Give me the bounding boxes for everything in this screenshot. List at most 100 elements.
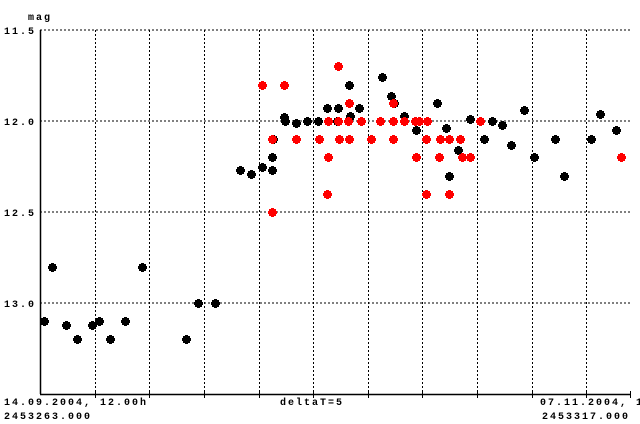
point-cross-v	[197, 299, 200, 308]
data-points	[40, 62, 626, 344]
data-point	[292, 135, 301, 144]
point-cross-v	[348, 99, 351, 108]
data-point	[415, 117, 424, 126]
data-point	[456, 135, 465, 144]
data-point	[560, 172, 569, 181]
point-cross-v	[599, 110, 602, 119]
x-end-date-label: 07.11.2004, 1	[540, 398, 640, 409]
point-cross-v	[425, 135, 428, 144]
point-cross-v	[379, 117, 382, 126]
data-point	[345, 99, 354, 108]
point-cross-v	[261, 81, 264, 90]
point-cross-v	[76, 335, 79, 344]
y-tick-label: 11.5	[4, 27, 36, 38]
data-point	[211, 299, 220, 308]
point-cross-v	[271, 208, 274, 217]
data-point	[400, 117, 409, 126]
grid	[40, 29, 632, 394]
point-cross-v	[491, 117, 494, 126]
point-cross-v	[461, 153, 464, 162]
point-cross-v	[141, 263, 144, 272]
data-point	[345, 81, 354, 90]
point-cross-v	[426, 117, 429, 126]
point-cross-v	[271, 166, 274, 175]
data-point	[422, 190, 431, 199]
data-point	[258, 81, 267, 90]
point-cross-v	[327, 117, 330, 126]
x-end-jd-label: 2453317.000	[542, 412, 630, 423]
data-point	[376, 117, 385, 126]
x-start-jd-label: 2453263.000	[4, 412, 92, 423]
data-point	[88, 321, 97, 330]
data-point	[138, 263, 147, 272]
data-point	[335, 135, 344, 144]
axes	[39, 30, 631, 398]
data-point	[412, 126, 421, 135]
point-cross-v	[98, 317, 101, 326]
data-point	[389, 99, 398, 108]
data-point	[323, 190, 332, 199]
point-cross-v	[306, 117, 309, 126]
point-cross-v	[271, 153, 274, 162]
data-point	[268, 166, 277, 175]
point-cross-v	[327, 153, 330, 162]
data-point	[389, 117, 398, 126]
data-point	[355, 104, 364, 113]
data-point	[378, 73, 387, 82]
data-point	[334, 104, 343, 113]
data-point	[292, 119, 301, 128]
point-cross-v	[439, 135, 442, 144]
point-cross-v	[403, 112, 406, 121]
point-cross-v	[295, 119, 298, 128]
data-point	[323, 104, 332, 113]
data-point	[344, 117, 353, 126]
point-cross-v	[501, 121, 504, 130]
point-cross-v	[615, 126, 618, 135]
data-point	[48, 263, 57, 272]
data-point	[435, 153, 444, 162]
point-cross-v	[523, 106, 526, 115]
point-cross-v	[370, 135, 373, 144]
point-cross-v	[459, 135, 462, 144]
y-tick-labels: 11.5 12.0 12.5 13.0	[4, 27, 36, 311]
point-cross-v	[403, 117, 406, 126]
point-cross-v	[347, 117, 350, 126]
data-point	[281, 117, 290, 126]
data-point	[95, 317, 104, 326]
point-cross-v	[448, 190, 451, 199]
data-point	[40, 317, 49, 326]
data-point	[422, 135, 431, 144]
point-cross-v	[91, 321, 94, 330]
point-cross-v	[318, 135, 321, 144]
data-point	[280, 81, 289, 90]
data-point	[480, 135, 489, 144]
point-cross-v	[43, 317, 46, 326]
point-cross-v	[425, 190, 428, 199]
point-cross-v	[510, 141, 513, 150]
data-point	[442, 124, 451, 133]
point-cross-v	[109, 335, 112, 344]
point-cross-v	[337, 62, 340, 71]
data-point	[268, 153, 277, 162]
point-cross-v	[390, 92, 393, 101]
data-point	[507, 141, 516, 150]
point-cross-v	[415, 153, 418, 162]
point-cross-v	[261, 163, 264, 172]
point-cross-v	[326, 190, 329, 199]
point-cross-v	[469, 153, 472, 162]
point-cross-v	[239, 166, 242, 175]
data-point	[436, 135, 445, 144]
data-point	[596, 110, 605, 119]
point-cross-v	[436, 99, 439, 108]
point-cross-v	[533, 153, 536, 162]
point-cross-v	[348, 135, 351, 144]
point-cross-v	[51, 263, 54, 272]
point-cross-v	[457, 146, 460, 155]
y-tick-label: 12.5	[4, 209, 36, 220]
point-cross-v	[418, 117, 421, 126]
point-cross-v	[185, 335, 188, 344]
data-point	[423, 117, 432, 126]
point-cross-v	[348, 81, 351, 90]
x-step-label: deltaT=5	[280, 397, 344, 409]
